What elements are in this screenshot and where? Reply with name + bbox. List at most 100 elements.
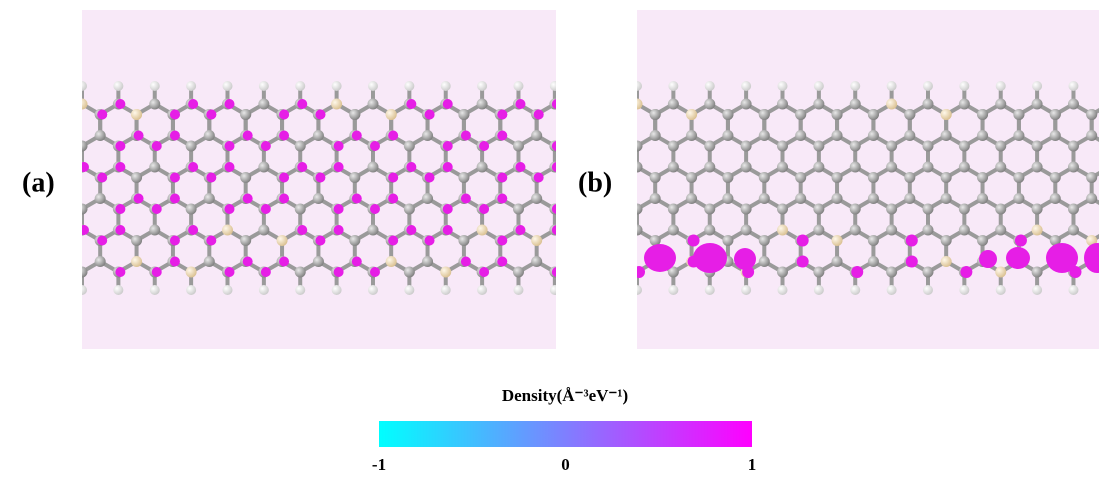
carbon-atom (404, 267, 415, 278)
carbon-atom (668, 162, 679, 173)
carbon-atom (1068, 204, 1079, 215)
carbon-atom (941, 130, 952, 141)
density-blob (352, 194, 362, 204)
density-blob (61, 131, 71, 141)
bond (46, 104, 64, 115)
density-blob (388, 194, 398, 204)
carbon-atom (850, 99, 861, 110)
carbon-atom (22, 109, 33, 120)
carbon-atom (40, 141, 51, 152)
carbon-atom (741, 162, 752, 173)
bond (582, 104, 600, 115)
carbon-atom (686, 130, 697, 141)
colorbar-tick-label: 0 (561, 455, 570, 474)
density-blob (370, 204, 380, 214)
carbon-atom (613, 130, 624, 141)
density-blob (606, 110, 616, 120)
carbon-atom (604, 130, 615, 141)
density-blob (443, 99, 453, 109)
carbon-atom (722, 130, 733, 141)
molecule-b (577, 81, 1099, 295)
carbon-atom (977, 172, 988, 183)
density-blob (906, 256, 918, 268)
carbon-atom (622, 162, 633, 173)
bond (555, 262, 573, 273)
hydrogen-atom (814, 285, 824, 295)
carbon-atom (595, 225, 606, 236)
carbon-atom (959, 99, 970, 110)
carbon-atom (904, 193, 915, 204)
nitrogen-atom (277, 235, 288, 246)
carbon-atom (58, 193, 69, 204)
density-blob (497, 257, 507, 267)
carbon-atom (868, 193, 879, 204)
nitrogen-atom (477, 225, 488, 236)
carbon-atom (513, 204, 524, 215)
bond (46, 262, 64, 273)
hydrogen-atom (222, 285, 232, 295)
panel-label: (b) (578, 167, 612, 198)
carbon-atom (513, 141, 524, 152)
carbon-atom (595, 99, 606, 110)
carbon-atom (531, 256, 542, 267)
carbon-atom (77, 267, 88, 278)
carbon-atom (1086, 172, 1097, 183)
nitrogen-atom (440, 267, 451, 278)
carbon-atom (295, 204, 306, 215)
bond (619, 262, 637, 273)
carbon-atom (622, 204, 633, 215)
hydrogen-atom (441, 81, 451, 91)
carbon-atom (577, 256, 588, 267)
carbon-atom (1050, 109, 1061, 120)
density-blob (115, 99, 125, 109)
nitrogen-atom (1032, 225, 1043, 236)
density-blob (479, 141, 489, 151)
carbon-atom (995, 99, 1006, 110)
carbon-atom (604, 109, 615, 120)
density-blob (443, 225, 453, 235)
density-blob (960, 266, 972, 278)
carbon-atom (650, 109, 661, 120)
carbon-atom (1032, 99, 1043, 110)
carbon-atom (795, 193, 806, 204)
bond (601, 199, 619, 210)
nitrogen-atom (222, 225, 233, 236)
carbon-atom (741, 141, 752, 152)
carbon-atom (977, 235, 988, 246)
bond (555, 136, 573, 147)
carbon-atom (813, 141, 824, 152)
carbon-atom (832, 172, 843, 183)
nitrogen-atom (131, 256, 142, 267)
density-blob (334, 267, 344, 277)
carbon-atom (832, 130, 843, 141)
density-blob (688, 235, 700, 247)
density-blob (97, 173, 107, 183)
carbon-atom (741, 204, 752, 215)
carbon-atom (868, 109, 879, 120)
bond (64, 262, 82, 273)
nitrogen-atom (386, 109, 397, 120)
density-blob (279, 110, 289, 120)
density-blob (388, 131, 398, 141)
carbon-atom (922, 99, 933, 110)
carbon-atom (868, 256, 879, 267)
carbon-atom (704, 204, 715, 215)
carbon-atom (531, 130, 542, 141)
carbon-atom (604, 235, 615, 246)
nitrogen-atom (686, 109, 697, 120)
density-blob (297, 225, 307, 235)
carbon-atom (613, 109, 624, 120)
density-blob (851, 266, 863, 278)
bond (573, 104, 591, 115)
carbon-atom (886, 225, 897, 236)
carbon-atom (1013, 172, 1024, 183)
density-blob (134, 194, 144, 204)
density-blob (97, 110, 107, 120)
hydrogen-atom (623, 285, 633, 295)
hydrogen-atom (113, 285, 123, 295)
carbon-atom (632, 204, 643, 215)
bond (555, 167, 573, 178)
carbon-atom (650, 130, 661, 141)
density-blob (425, 110, 435, 120)
hydrogen-atom (222, 81, 232, 91)
